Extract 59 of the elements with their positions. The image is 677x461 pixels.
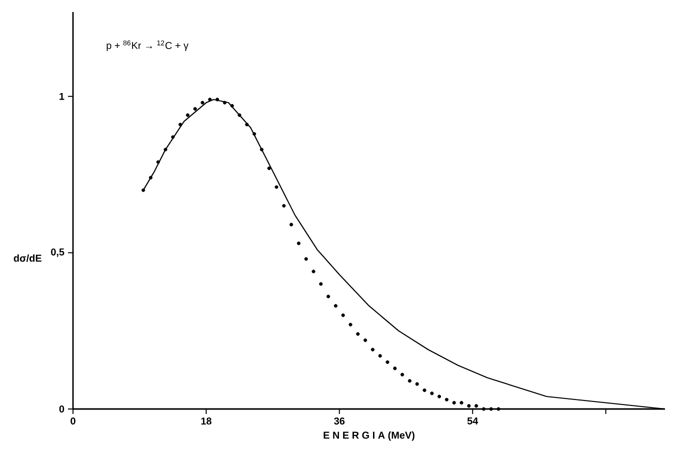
point bbox=[386, 360, 390, 364]
point bbox=[245, 122, 249, 126]
point bbox=[422, 388, 426, 392]
point bbox=[341, 313, 345, 318]
point bbox=[438, 394, 442, 398]
point bbox=[312, 270, 316, 274]
point bbox=[326, 294, 330, 298]
point bbox=[430, 392, 434, 396]
y-tick-label: 0 bbox=[59, 405, 64, 413]
point bbox=[222, 100, 226, 104]
point bbox=[252, 132, 256, 136]
point bbox=[319, 282, 323, 286]
point bbox=[238, 113, 242, 117]
y-tick-label: 0,5 bbox=[51, 248, 64, 257]
point bbox=[408, 379, 412, 383]
point bbox=[393, 366, 397, 370]
point bbox=[444, 398, 448, 402]
point bbox=[267, 166, 271, 170]
y-tick-label: 1 bbox=[60, 92, 64, 100]
point bbox=[467, 404, 471, 408]
point bbox=[370, 348, 374, 352]
x-tick-label: 36 bbox=[334, 418, 345, 425]
y-axis-title: dσ/dE bbox=[14, 254, 42, 262]
point bbox=[496, 407, 500, 411]
point bbox=[178, 122, 182, 126]
point bbox=[216, 98, 220, 102]
point bbox=[274, 185, 278, 189]
point bbox=[282, 204, 286, 208]
x-tick-label: 0 bbox=[70, 418, 76, 425]
point bbox=[290, 222, 294, 226]
point bbox=[356, 332, 360, 336]
point bbox=[348, 322, 352, 326]
x-tick-label: 18 bbox=[201, 418, 212, 425]
point bbox=[415, 382, 419, 386]
point bbox=[304, 257, 308, 261]
point bbox=[296, 242, 300, 246]
point bbox=[171, 135, 175, 139]
x-axis-title: E N E R G I A (MeV) bbox=[324, 431, 414, 441]
point bbox=[334, 304, 338, 308]
point bbox=[260, 148, 264, 152]
point bbox=[364, 338, 368, 342]
point bbox=[378, 354, 382, 358]
point bbox=[142, 188, 146, 192]
point bbox=[164, 148, 168, 152]
point bbox=[156, 160, 160, 164]
point bbox=[474, 404, 478, 408]
point bbox=[230, 104, 234, 108]
point bbox=[186, 113, 190, 117]
point bbox=[400, 372, 404, 376]
point bbox=[208, 98, 212, 102]
point bbox=[148, 176, 152, 180]
point bbox=[482, 407, 486, 411]
text: p + $^{86}$Kr → $^{12}$C + γ bbox=[106, 40, 188, 51]
point bbox=[460, 400, 464, 405]
x-tick-label: 54 bbox=[467, 418, 478, 424]
point bbox=[193, 107, 197, 111]
point bbox=[200, 100, 204, 104]
point bbox=[452, 400, 456, 405]
point bbox=[489, 407, 493, 411]
